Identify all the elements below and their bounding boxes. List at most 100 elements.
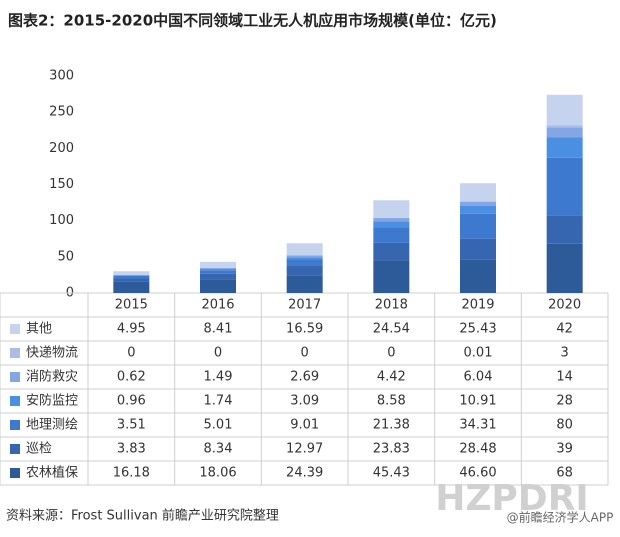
- table-cell: 16.18: [113, 466, 150, 481]
- x-tick-label: 2018: [375, 298, 408, 313]
- table-cell: 0.96: [117, 394, 146, 409]
- table-cell: 39: [556, 442, 573, 457]
- table-cell: 12.97: [286, 442, 323, 457]
- x-tick-label: 2020: [548, 298, 581, 313]
- table-cell: 4.42: [377, 370, 406, 385]
- legend-label: 其他: [26, 322, 52, 337]
- bar-segment: [546, 215, 583, 244]
- bar-segment: [113, 281, 150, 293]
- bar-segment: [460, 259, 496, 293]
- x-tick-label: 2017: [288, 298, 321, 313]
- bar-segment: [373, 242, 410, 261]
- bar-segment: [286, 275, 323, 293]
- bar-segment: [200, 267, 236, 270]
- table-cell: 25.43: [459, 322, 496, 337]
- table-cell: 1.74: [204, 394, 233, 409]
- table-cell: 23.83: [373, 442, 410, 457]
- table-cell: 4.95: [117, 322, 146, 337]
- legend-label: 消防救灾: [26, 369, 78, 385]
- legend-swatch: [10, 372, 20, 382]
- bar-segment: [373, 218, 410, 222]
- bar-segment: [460, 205, 496, 214]
- bar-segment: [200, 279, 236, 293]
- legend-swatch: [10, 468, 20, 478]
- bar-segment: [546, 127, 583, 138]
- table-cell: 5.01: [204, 418, 233, 433]
- legend-swatch: [10, 348, 20, 358]
- bar-segment: [200, 273, 236, 280]
- table-cell: 0: [301, 346, 309, 361]
- table-cell: 8.58: [377, 394, 406, 409]
- bar-segment: [460, 183, 496, 202]
- table-cell: 80: [556, 418, 573, 433]
- bar-segment: [200, 270, 236, 274]
- table-cell: 16.59: [286, 322, 323, 337]
- y-tick-label: 50: [57, 249, 74, 264]
- bar-segment: [373, 227, 410, 243]
- table-cell: 18.06: [199, 466, 236, 481]
- x-tick-label: 2015: [115, 298, 148, 313]
- legend-label: 地理测绘: [26, 418, 78, 433]
- bar-segment: [200, 269, 236, 271]
- table-cell: 2.69: [290, 370, 319, 385]
- table-cell: 6.04: [464, 370, 493, 385]
- bar-segment: [113, 275, 150, 279]
- bar-segment: [460, 201, 496, 206]
- legend-swatch: [10, 324, 20, 334]
- legend-label: 快递物流: [26, 346, 78, 361]
- x-tick-label: 2016: [201, 298, 234, 313]
- table-cell: 46.60: [459, 466, 496, 481]
- table-cell: 24.39: [286, 466, 323, 481]
- bar-segment: [546, 243, 583, 293]
- bar-segment: [546, 125, 583, 128]
- bar-segment: [546, 94, 583, 126]
- table-cell: 3.51: [117, 418, 146, 433]
- table-cell: 28.48: [459, 442, 496, 457]
- table-cell: 8.34: [204, 442, 233, 457]
- table-cell: 42: [556, 322, 573, 337]
- bar-segment: [286, 257, 323, 260]
- chart-title: 图表2：2015-2020中国不同领域工业无人机应用市场规模(单位：亿元): [8, 12, 497, 30]
- bar-segment: [200, 261, 236, 268]
- table-cell: 34.31: [459, 418, 496, 433]
- y-tick-label: 100: [49, 213, 74, 228]
- y-tick-label: 200: [49, 141, 74, 156]
- table-cell: 3.09: [290, 394, 319, 409]
- table-cell: 0: [387, 346, 395, 361]
- table-cell: 45.43: [373, 466, 410, 481]
- x-tick-label: 2019: [461, 298, 494, 313]
- bar-segment: [373, 221, 410, 228]
- table-cell: 0.01: [464, 346, 493, 361]
- bar-segment: [286, 259, 323, 266]
- table-cell: 21.38: [373, 418, 410, 433]
- table-cell: 0: [214, 346, 222, 361]
- table-cell: 1.49: [204, 370, 233, 385]
- y-tick-label: 300: [49, 69, 74, 84]
- source: 资料来源：Frost Sullivan 前瞻产业研究院整理: [6, 508, 279, 524]
- legend-swatch: [10, 420, 20, 430]
- legend-swatch: [10, 396, 20, 406]
- table-cell: 3.83: [117, 442, 146, 457]
- table-cell: 68: [556, 466, 573, 481]
- legend-label: 巡检: [26, 442, 52, 457]
- bar-segment: [546, 137, 583, 158]
- legend-swatch: [10, 444, 20, 454]
- bar-segment: [113, 275, 150, 276]
- bar-segment: [373, 260, 410, 293]
- table-cell: 14: [556, 370, 573, 385]
- table-cell: 10.91: [459, 394, 496, 409]
- table-cell: 24.54: [373, 322, 410, 337]
- bar-segment: [286, 243, 323, 256]
- y-tick-label: 250: [49, 105, 74, 120]
- table-cell: 3: [561, 346, 569, 361]
- bar-segment: [113, 278, 150, 282]
- bar-segment: [546, 157, 583, 216]
- bar-segment: [286, 265, 323, 276]
- bar-segment: [113, 271, 150, 275]
- table-cell: 28: [556, 394, 573, 409]
- bar-segment: [460, 238, 496, 260]
- table-cell: 0.62: [117, 370, 146, 385]
- y-tick-label: 150: [49, 177, 74, 192]
- legend-label: 安防监控: [26, 393, 78, 409]
